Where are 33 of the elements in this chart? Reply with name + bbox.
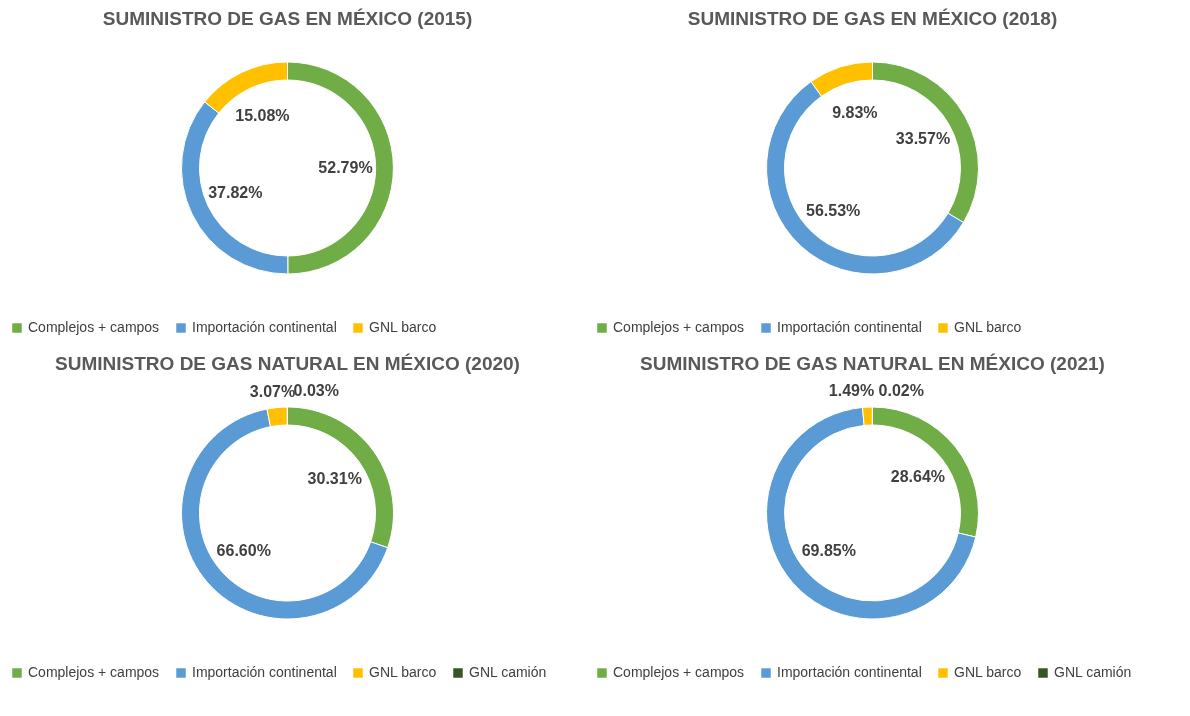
legend-label: Importación continental [192,319,337,335]
data-label: 28.64% [890,467,946,485]
data-label: 0.02% [878,382,924,399]
legend-label: Complejos + campos [613,664,745,680]
legend-label: GNL barco [369,319,437,335]
data-label: 56.53% [805,201,861,219]
data-label: 33.57% [895,130,951,148]
data-label: 0.03% [293,382,339,399]
data-label: 30.31% [307,470,362,488]
chart-title: SUMINISTRO DE GAS EN MÉXICO (2018) [687,8,1058,29]
data-label: 15.08% [235,106,290,124]
legend-label: GNL barco [369,664,437,680]
legend-label: GNL camión [1054,664,1132,680]
donut-slice [766,406,977,620]
data-label: 9.83% [832,103,878,121]
legend-label: GNL camión [469,664,547,680]
data-label: 3.07% [249,382,296,400]
legend-label: Importación continental [777,319,922,335]
legend-label: GNL barco [954,664,1022,680]
legend-label: GNL barco [954,319,1022,335]
legend-label: Importación continental [192,664,337,680]
data-label: 69.85% [801,542,856,560]
data-label: 1.49% [828,382,875,400]
legend-label: Complejos + campos [613,319,745,335]
legend-label: Importación continental [777,664,922,680]
legend-label: Complejos + campos [28,664,160,680]
chart-title: SUMINISTRO DE GAS NATURAL EN MÉXICO (2021) [640,353,1105,374]
legend-label: Complejos + campos [28,319,160,335]
data-label: 66.60% [216,542,271,560]
chart-title: SUMINISTRO DE GAS NATURAL EN MÉXICO (2020) [55,353,520,374]
data-label: 52.79% [318,158,373,176]
data-label: 37.82% [208,184,263,202]
chart-title: SUMINISTRO DE GAS EN MÉXICO (2015) [102,8,473,29]
